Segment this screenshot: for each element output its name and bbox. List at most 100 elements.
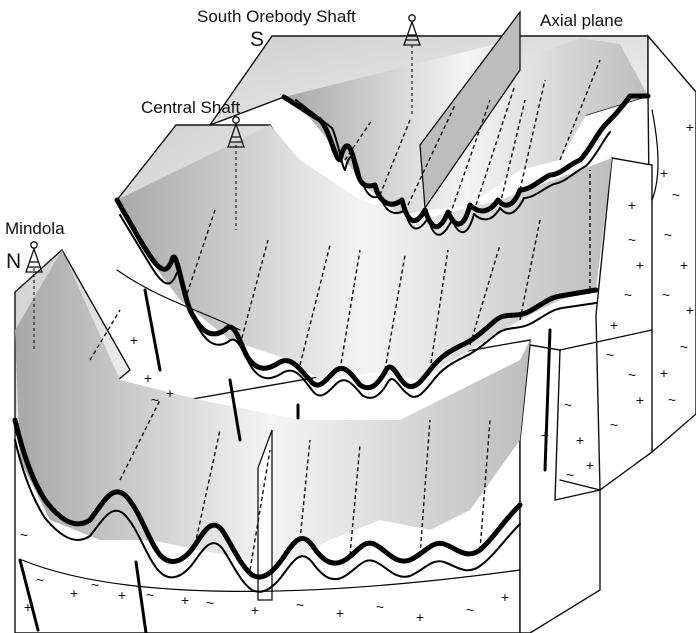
axial-plane [257, 10, 521, 601]
back-horizon-thin [295, 99, 611, 236]
fault-line [134, 560, 148, 633]
axial-plane-sheet-top [419, 10, 521, 210]
axial-trace [407, 104, 456, 206]
basement-symbols: + + ~ + ~ + ~ + ~ + ~ + ~ + ~ + ~ + ~ + … [20, 119, 694, 625]
basement-symbol: ~ [564, 397, 572, 413]
back-horizon-thick [281, 93, 651, 230]
axial-trace [419, 419, 431, 556]
axial-trace [479, 419, 491, 551]
fault-line [228, 378, 242, 442]
axial-trace [344, 119, 373, 161]
axial-trace [89, 309, 121, 361]
axial-trace [469, 244, 501, 346]
fold-horizons [12, 93, 651, 593]
basement-symbol: ~ [566, 467, 574, 483]
basement-symbol: ~ [664, 227, 672, 243]
middle-block-right-face [595, 157, 653, 492]
basement-symbol: + [501, 589, 509, 605]
basement-symbol: ~ [36, 572, 44, 588]
axial-trace [384, 254, 406, 371]
basement-symbol: ~ [624, 287, 632, 303]
label-mindola: Mindola [5, 219, 65, 238]
basement-symbol: ~ [466, 602, 474, 618]
axial-trace [429, 249, 449, 371]
axial-trace [194, 429, 221, 546]
basement-symbol: ~ [680, 339, 688, 355]
basement-symbol: + [576, 432, 584, 448]
basement-symbol: ~ [146, 587, 154, 603]
middle-fold-surface [117, 125, 612, 380]
basement-symbol: ~ [20, 527, 28, 543]
fault-line [18, 558, 40, 632]
basement-symbol: ~ [91, 577, 99, 593]
axial-trace [299, 439, 311, 541]
axial-trace [449, 99, 491, 216]
basement-symbol: + [628, 197, 636, 213]
basement-symbol: + [686, 119, 694, 135]
label-central-shaft: Central Shaft [141, 98, 240, 117]
axial-trace [184, 209, 216, 301]
fault-line [543, 328, 552, 472]
label-axial-plane: Axial plane [540, 11, 623, 30]
axial-plane-sheet-front [257, 429, 273, 601]
contact-line [559, 479, 601, 491]
axial-trace [475, 84, 516, 206]
front-fold-surface [15, 250, 530, 560]
front-horizon-thick [12, 417, 523, 580]
axial-trace [519, 219, 541, 321]
headframe-icon [25, 241, 43, 273]
basement-symbol: + [660, 165, 668, 181]
basement-symbol: ~ [151, 392, 159, 408]
basement-symbol: + [166, 385, 174, 401]
axial-trace [519, 79, 546, 191]
basement-symbol: + [416, 609, 424, 625]
basement-symbol: ~ [628, 367, 636, 383]
basement-symbol: ~ [662, 287, 670, 303]
basement-symbol: + [118, 587, 126, 603]
axial-trace [559, 59, 601, 161]
basement-symbol: + [70, 585, 78, 601]
axial-trace [249, 449, 271, 571]
shaft-traces [33, 45, 413, 350]
basement-symbol: + [586, 457, 594, 473]
basement-symbol: + [636, 392, 644, 408]
headframe-icon [403, 14, 421, 46]
fault-line [143, 288, 162, 372]
basement-symbol: ~ [628, 232, 636, 248]
label-south-orebody-shaft: South Orebody Shaft [197, 7, 356, 26]
contact-line [21, 559, 521, 592]
basement-symbol: + [181, 592, 189, 608]
faults [18, 109, 659, 633]
contact-line [651, 109, 659, 201]
compass-north: N [6, 250, 21, 273]
basement-symbol: ~ [206, 595, 214, 611]
basement-symbol: + [251, 602, 259, 618]
basement-symbol: + [686, 302, 694, 318]
axial-traces [89, 59, 601, 571]
basement-symbol: + [610, 317, 618, 333]
basement-symbol: + [541, 427, 549, 443]
basement-symbol: + [680, 257, 688, 273]
headframe-icon [227, 116, 245, 148]
basement-symbol: + [660, 365, 668, 381]
axial-trace [119, 399, 161, 481]
labels: South Orebody Shaft Axial plane Central … [5, 7, 623, 273]
basement-symbol: ~ [376, 599, 384, 615]
axial-trace [349, 444, 361, 556]
axial-trace [339, 249, 361, 371]
basement-symbol: + [130, 332, 138, 348]
basement-symbol: + [636, 257, 644, 273]
contact-line [116, 269, 241, 331]
contact-line [559, 329, 653, 351]
basement-symbol: + [24, 599, 32, 615]
basement-symbol: ~ [606, 347, 614, 363]
back-block-right-face [647, 34, 696, 454]
axial-trace [499, 99, 526, 206]
basement-symbol: ~ [672, 187, 680, 203]
basement-symbol: ~ [668, 392, 676, 408]
compass-south: S [250, 28, 264, 51]
basement-symbol: ~ [610, 417, 618, 433]
middle-horizon-thin [119, 214, 597, 399]
front-block-right-face [519, 344, 601, 633]
